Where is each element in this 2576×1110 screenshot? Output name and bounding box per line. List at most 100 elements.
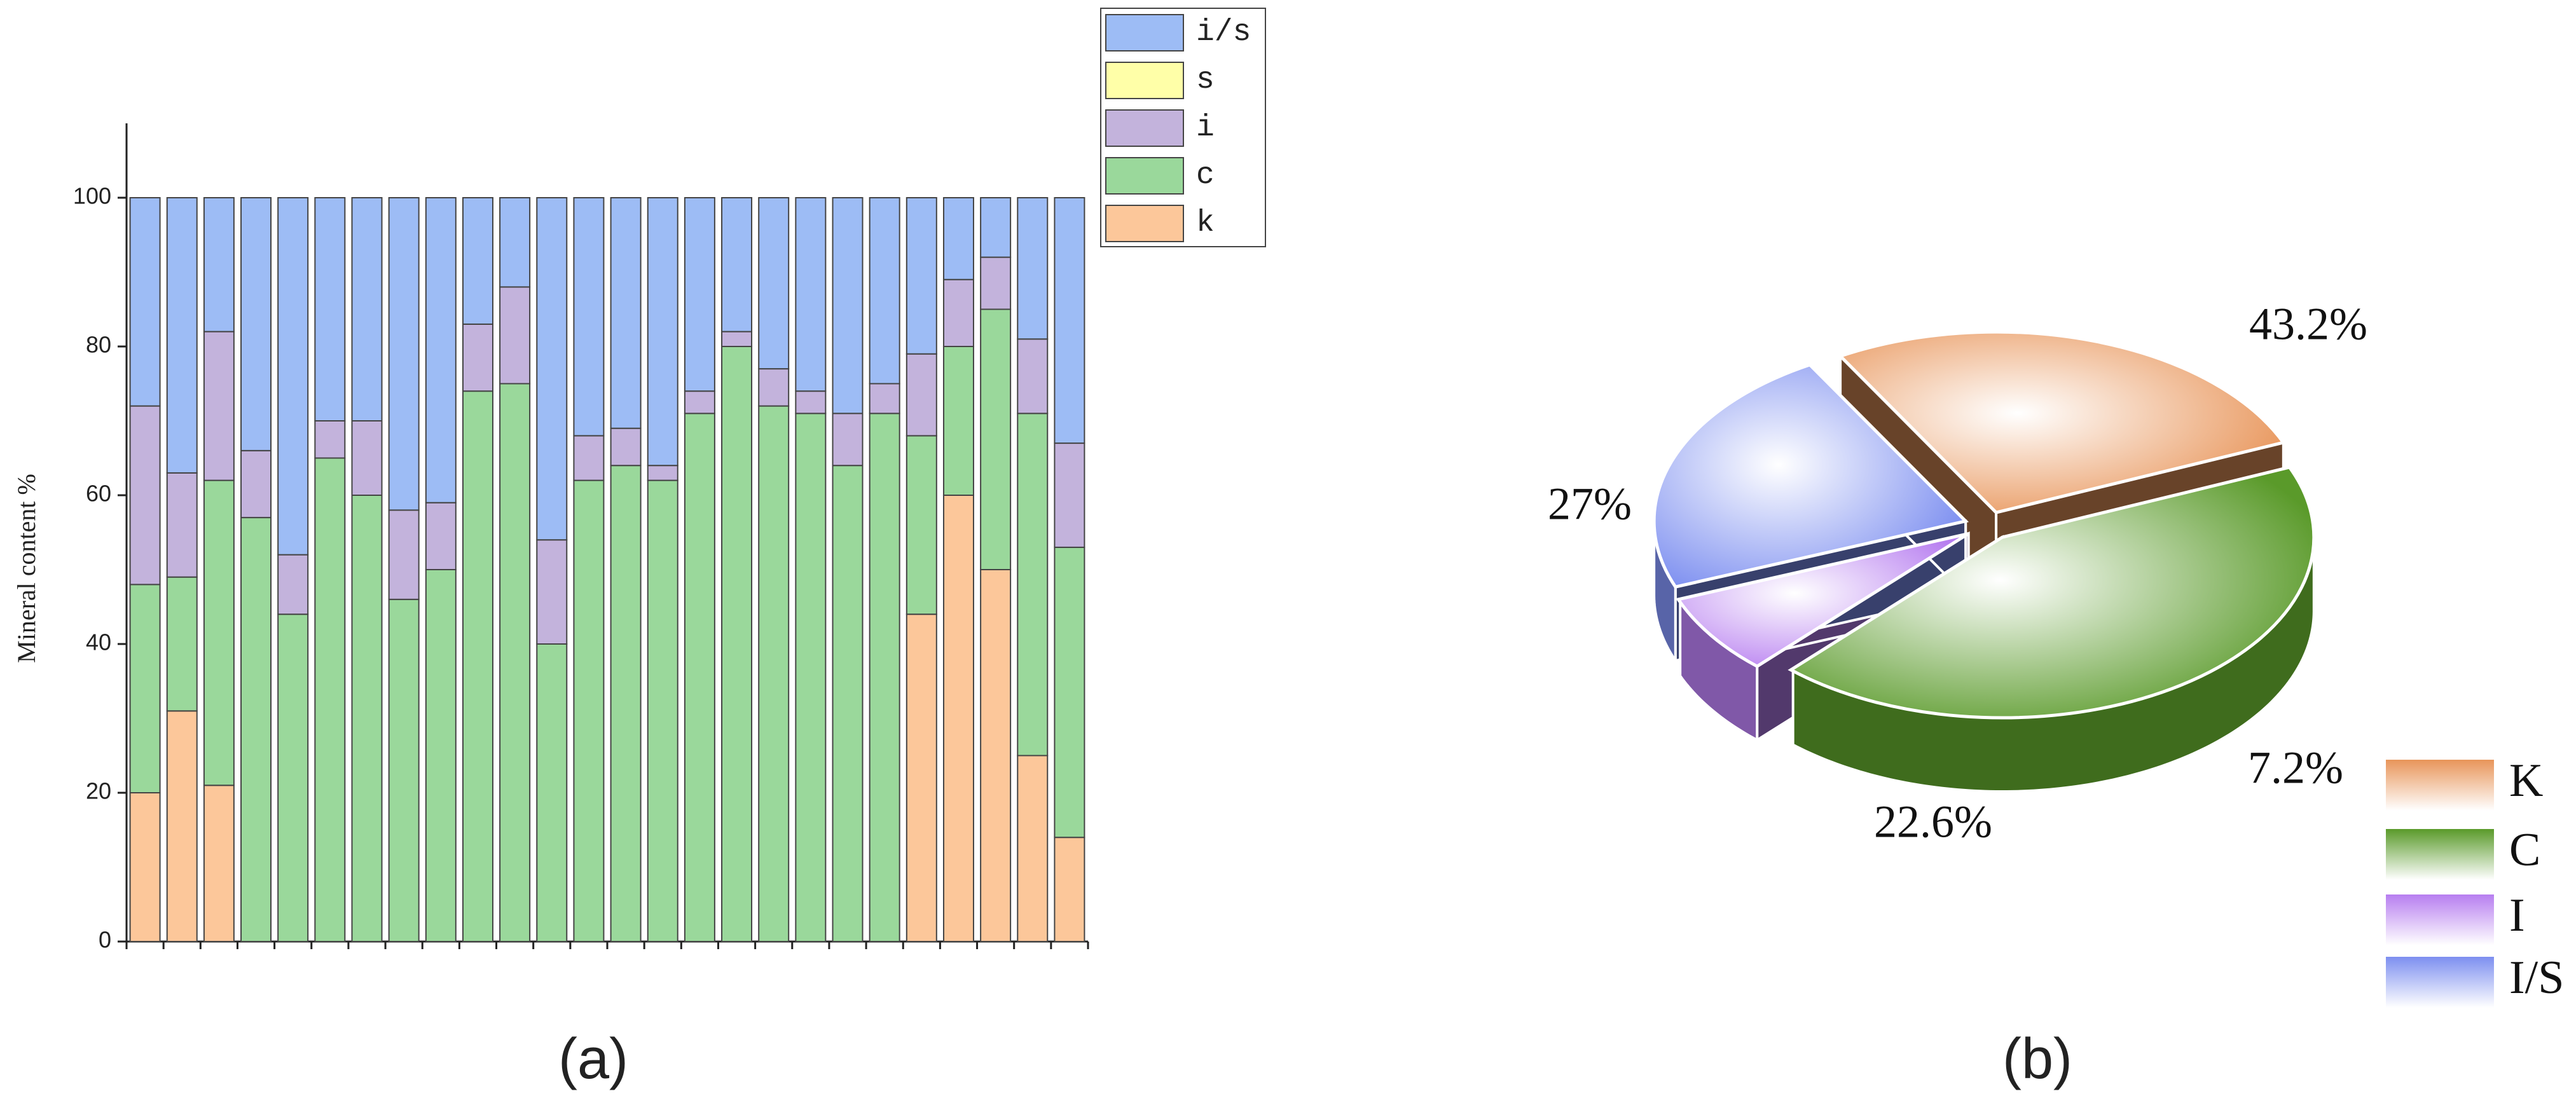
y-tick-label: 40 — [86, 629, 111, 655]
bar-segment — [869, 197, 900, 385]
bar-segment — [1017, 197, 1049, 340]
bar-segment — [499, 286, 531, 385]
bar-segment — [684, 390, 715, 415]
legend-swatch — [1105, 109, 1184, 147]
bar-segment — [277, 613, 309, 942]
bar-segment — [980, 308, 1012, 570]
bar-segment — [1054, 197, 1085, 444]
bar-segment — [129, 197, 161, 407]
bar-segment — [906, 613, 937, 942]
bar-segment — [1017, 338, 1049, 415]
bar-segment — [832, 197, 864, 415]
bar-segment — [610, 427, 642, 467]
legend-label: K — [2509, 755, 2543, 807]
bar-segment — [906, 435, 937, 615]
bar-segment — [314, 197, 346, 421]
value-label: 22.6% — [1874, 797, 1992, 847]
bar-segment — [129, 584, 161, 794]
bar-segment — [573, 197, 605, 437]
bar-segment — [499, 383, 531, 942]
bar-segment — [203, 197, 235, 332]
y-tick-label: 0 — [99, 927, 111, 953]
bar-segment — [573, 435, 605, 481]
bar-segment — [647, 479, 678, 942]
bar-segment — [795, 197, 827, 392]
bar-segment — [351, 495, 383, 942]
bar-segment — [795, 413, 827, 942]
pie-slice — [1652, 362, 1969, 589]
bar-segment — [536, 197, 568, 541]
bar-segment — [166, 576, 198, 712]
y-tick-label: 60 — [86, 481, 111, 507]
bar-segment — [536, 643, 568, 942]
legend-label: i — [1196, 111, 1215, 145]
bar-segment — [869, 413, 900, 942]
bar-segment — [1054, 546, 1085, 839]
bar-segment — [1017, 755, 1049, 942]
bar-segment — [203, 331, 235, 481]
bar-segment — [610, 197, 642, 429]
bar-segment — [240, 197, 272, 451]
legend-label: c — [1196, 158, 1215, 193]
legend-swatch — [2386, 760, 2494, 811]
bar-segment — [647, 465, 678, 481]
bar-segment — [942, 197, 974, 280]
bar-segment — [166, 197, 198, 474]
bar-segment — [942, 346, 974, 496]
legend-label: I — [2509, 889, 2525, 942]
legend-swatch — [2386, 829, 2494, 880]
legend-swatch — [1105, 205, 1184, 242]
value-label: 43.2% — [2249, 299, 2367, 350]
bar-segment — [1017, 413, 1049, 757]
bar-segment — [758, 368, 790, 407]
legend-label: k — [1196, 206, 1215, 240]
bar-segment — [869, 383, 900, 415]
bar-segment — [721, 331, 753, 347]
caption: (a) — [558, 1027, 628, 1091]
bar-segment — [573, 479, 605, 942]
legend-label: i/s — [1196, 15, 1251, 50]
bar-segment — [203, 479, 235, 786]
bar-segment — [240, 449, 272, 519]
legend-swatch — [1105, 62, 1184, 99]
bar-segment — [758, 405, 790, 942]
bar-segment — [795, 390, 827, 415]
bar-segment — [1054, 837, 1085, 942]
y-tick-label: 20 — [86, 778, 111, 804]
bar-segment — [832, 465, 864, 942]
bar-segment — [203, 785, 235, 943]
bar-segment — [314, 457, 346, 942]
bar-segment — [942, 495, 974, 942]
bar-segment — [166, 472, 198, 578]
bar-segment — [166, 710, 198, 943]
bar-segment — [832, 413, 864, 467]
bar-segment — [758, 197, 790, 370]
bar-segment — [462, 197, 493, 325]
legend-swatch — [1105, 157, 1184, 195]
bar-segment — [942, 278, 974, 348]
bar-segment — [351, 420, 383, 496]
value-label: 27% — [1548, 479, 1632, 530]
bar-segment — [684, 413, 715, 942]
pie-slice — [1787, 465, 2316, 720]
bar-segment — [906, 197, 937, 355]
bar-segment — [721, 197, 753, 332]
bar-segment — [647, 197, 678, 467]
bar-segment — [240, 517, 272, 942]
pie-slice — [1676, 531, 1969, 668]
bar-segment — [388, 598, 420, 942]
bar-segment — [906, 353, 937, 437]
bar-segment — [351, 197, 383, 421]
bar-segment — [425, 197, 457, 504]
bar-segment — [462, 323, 493, 392]
bar-segment — [499, 197, 531, 288]
legend-swatch — [1105, 14, 1184, 51]
bar-segment — [721, 346, 753, 942]
bar-segment — [425, 569, 457, 942]
y-tick-label: 80 — [86, 332, 111, 358]
bar-segment — [1054, 442, 1085, 548]
bar-segment — [980, 256, 1012, 310]
legend-label: s — [1196, 63, 1215, 97]
bar-segment — [129, 405, 161, 586]
legend-label: C — [2509, 824, 2540, 876]
